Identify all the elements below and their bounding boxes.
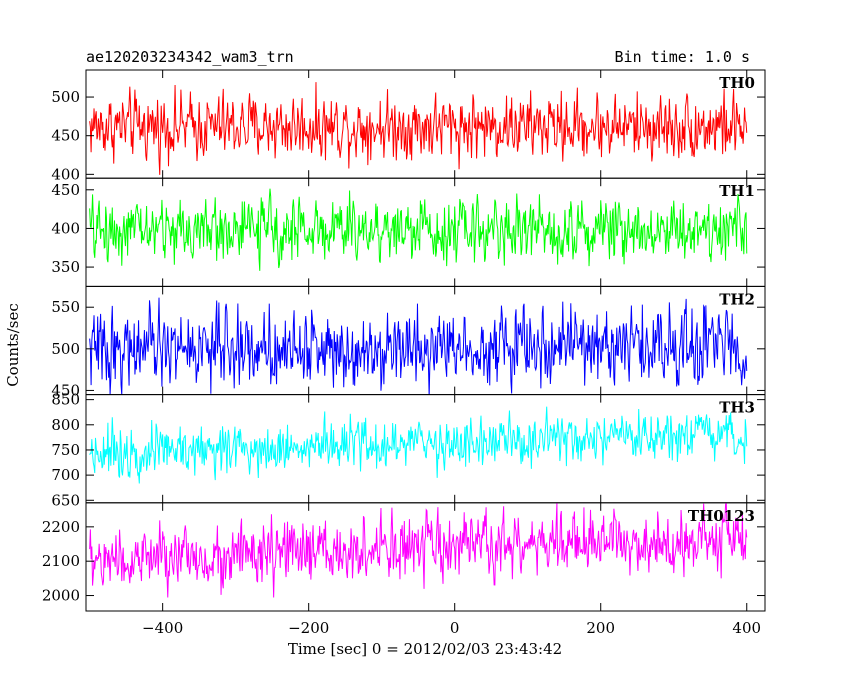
series-line-th3 [89,406,748,484]
y-tick-label: 550 [51,298,80,316]
y-tick-label: 650 [51,491,80,509]
y-tick-label: 750 [51,441,80,459]
panel-th0123: 2000 2100 2200 TH0123 [42,502,766,612]
panel-label: TH3 [719,399,755,417]
panel-label: TH2 [719,290,755,308]
panel-frame [85,502,766,612]
y-tick-label: 700 [51,466,80,484]
y-tick-label: 400 [51,165,80,183]
series-line-th2 [89,297,748,395]
y-tick-label: 450 [51,127,80,145]
x-tick-label: 0 [450,619,460,637]
panel-th3: 650 700 750 800 850 TH3 [51,391,766,509]
y-tick-label: 500 [51,340,80,358]
x-axis-label: Time [sec] 0 = 2012/02/03 23:43:42 [288,640,562,658]
x-axis: −400 −200 0 200 400 [142,619,761,637]
panel-label: TH0123 [688,507,755,525]
panel-frame [85,177,766,287]
panel-th0: 400 450 500 TH0 [51,69,766,183]
y-tick-label: 850 [51,391,80,409]
series-line-th1 [89,188,748,271]
y-tick-label: 2000 [42,587,80,605]
x-tick-label: 400 [732,619,761,637]
y-tick-label: 400 [51,219,80,237]
y-tick-label: 350 [51,258,80,276]
y-tick-label: 450 [51,181,80,199]
y-tick-label: 2100 [42,552,80,570]
y-tick-label: 500 [51,88,80,106]
panel-th2: 450 500 550 TH2 [51,285,766,399]
y-axis-label: Counts/sec [4,303,22,387]
series-line-th0123 [89,502,748,598]
panel-label: TH0 [719,74,755,92]
y-tick-label: 450 [51,381,80,399]
x-tick-label: −400 [142,619,183,637]
y-tick-label: 800 [51,416,80,434]
series-line-th0 [89,82,748,175]
x-tick-label: −200 [288,619,329,637]
x-tick-label: 200 [586,619,615,637]
bin-time-label: Bin time: 1.0 s [615,48,750,66]
panel-th1: 350 400 450 TH1 [51,177,766,287]
chart-title: ae120203234342_wam3_trn [86,48,294,66]
panel-frame [85,394,766,504]
y-tick-label: 2200 [42,518,80,536]
panel-label: TH1 [719,182,755,200]
